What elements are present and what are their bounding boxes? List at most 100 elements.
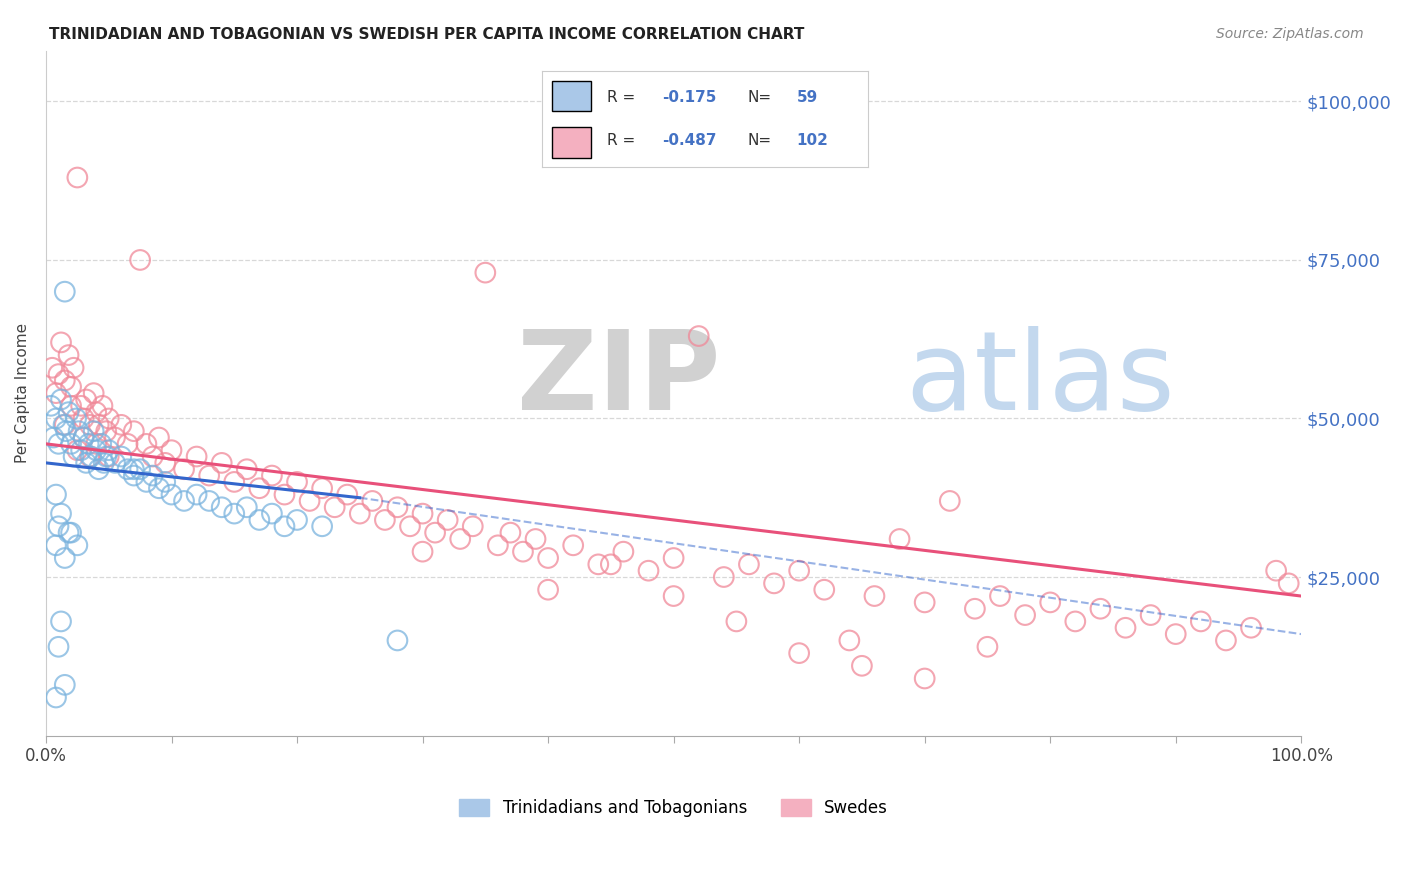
$25,000 bbox=[49, 335, 72, 350]
Text: atlas: atlas bbox=[517, 326, 1174, 433]
$25,000 bbox=[110, 417, 132, 432]
$25,000 bbox=[48, 367, 70, 381]
$25,000 bbox=[70, 399, 93, 413]
$25,000 bbox=[41, 360, 63, 375]
$25,000 bbox=[129, 252, 152, 267]
$25,000 bbox=[62, 450, 84, 464]
$25,000 bbox=[83, 424, 105, 438]
$25,000 bbox=[198, 494, 221, 508]
$25,000 bbox=[48, 519, 70, 533]
$25,000 bbox=[48, 437, 70, 451]
$25,000 bbox=[148, 430, 170, 444]
$25,000 bbox=[58, 348, 80, 362]
$25,000 bbox=[224, 475, 246, 489]
$25,000 bbox=[148, 481, 170, 495]
$25,000 bbox=[60, 437, 83, 451]
$25,000 bbox=[93, 456, 115, 470]
$25,000 bbox=[1215, 633, 1237, 648]
$25,000 bbox=[1240, 621, 1263, 635]
$25,000 bbox=[988, 589, 1011, 603]
$25,000 bbox=[247, 513, 270, 527]
$25,000 bbox=[211, 500, 233, 515]
$25,000 bbox=[72, 430, 94, 444]
$25,000 bbox=[66, 170, 89, 185]
$25,000 bbox=[688, 329, 710, 343]
Text: ZIP: ZIP bbox=[517, 326, 720, 433]
$25,000 bbox=[96, 424, 118, 438]
$25,000 bbox=[387, 633, 409, 648]
$25,000 bbox=[323, 500, 346, 515]
$25,000 bbox=[662, 589, 685, 603]
$25,000 bbox=[84, 443, 107, 458]
$25,000 bbox=[349, 507, 371, 521]
$25,000 bbox=[1189, 615, 1212, 629]
$25,000 bbox=[186, 450, 208, 464]
$25,000 bbox=[499, 525, 522, 540]
$25,000 bbox=[135, 475, 157, 489]
$25,000 bbox=[97, 411, 120, 425]
Legend: Trinidadians and Tobagonians, Swedes: Trinidadians and Tobagonians, Swedes bbox=[453, 792, 894, 823]
$25,000 bbox=[60, 399, 83, 413]
$25,000 bbox=[45, 538, 67, 552]
$25,000 bbox=[1265, 564, 1288, 578]
$25,000 bbox=[160, 487, 183, 501]
$25,000 bbox=[963, 601, 986, 615]
$25,000 bbox=[474, 266, 496, 280]
$25,000 bbox=[65, 411, 87, 425]
$25,000 bbox=[247, 481, 270, 495]
$25,000 bbox=[48, 640, 70, 654]
$25,000 bbox=[97, 450, 120, 464]
$25,000 bbox=[537, 551, 560, 566]
$25,000 bbox=[537, 582, 560, 597]
$25,000 bbox=[155, 475, 177, 489]
$25,000 bbox=[273, 487, 295, 501]
$25,000 bbox=[787, 564, 810, 578]
$25,000 bbox=[813, 582, 835, 597]
$25,000 bbox=[96, 450, 118, 464]
$25,000 bbox=[285, 513, 308, 527]
$25,000 bbox=[39, 399, 62, 413]
$25,000 bbox=[260, 468, 283, 483]
$25,000 bbox=[58, 525, 80, 540]
$25,000 bbox=[173, 462, 195, 476]
$25,000 bbox=[129, 462, 152, 476]
$25,000 bbox=[45, 487, 67, 501]
$25,000 bbox=[66, 538, 89, 552]
$25,000 bbox=[612, 544, 634, 558]
$25,000 bbox=[122, 468, 145, 483]
$25,000 bbox=[423, 525, 446, 540]
$25,000 bbox=[53, 678, 76, 692]
$25,000 bbox=[588, 558, 610, 572]
$25,000 bbox=[60, 525, 83, 540]
$25,000 bbox=[399, 519, 422, 533]
$25,000 bbox=[311, 519, 333, 533]
$25,000 bbox=[87, 462, 110, 476]
$25,000 bbox=[49, 615, 72, 629]
$25,000 bbox=[637, 564, 659, 578]
$25,000 bbox=[186, 487, 208, 501]
$25,000 bbox=[77, 437, 100, 451]
$25,000 bbox=[80, 450, 103, 464]
$25,000 bbox=[713, 570, 735, 584]
$25,000 bbox=[60, 380, 83, 394]
$25,000 bbox=[1090, 601, 1112, 615]
$25,000 bbox=[45, 386, 67, 401]
$25,000 bbox=[298, 494, 321, 508]
$25,000 bbox=[45, 690, 67, 705]
$25,000 bbox=[87, 417, 110, 432]
$25,000 bbox=[155, 456, 177, 470]
$25,000 bbox=[236, 500, 259, 515]
$25,000 bbox=[49, 507, 72, 521]
$25,000 bbox=[122, 424, 145, 438]
$25,000 bbox=[486, 538, 509, 552]
$25,000 bbox=[662, 551, 685, 566]
$25,000 bbox=[1064, 615, 1087, 629]
$25,000 bbox=[53, 374, 76, 388]
$25,000 bbox=[70, 443, 93, 458]
Text: TRINIDADIAN AND TOBAGONIAN VS SWEDISH PER CAPITA INCOME CORRELATION CHART: TRINIDADIAN AND TOBAGONIAN VS SWEDISH PE… bbox=[49, 27, 804, 42]
$25,000 bbox=[52, 417, 75, 432]
$25,000 bbox=[436, 513, 458, 527]
$25,000 bbox=[173, 494, 195, 508]
$25,000 bbox=[889, 532, 911, 546]
$25,000 bbox=[72, 411, 94, 425]
